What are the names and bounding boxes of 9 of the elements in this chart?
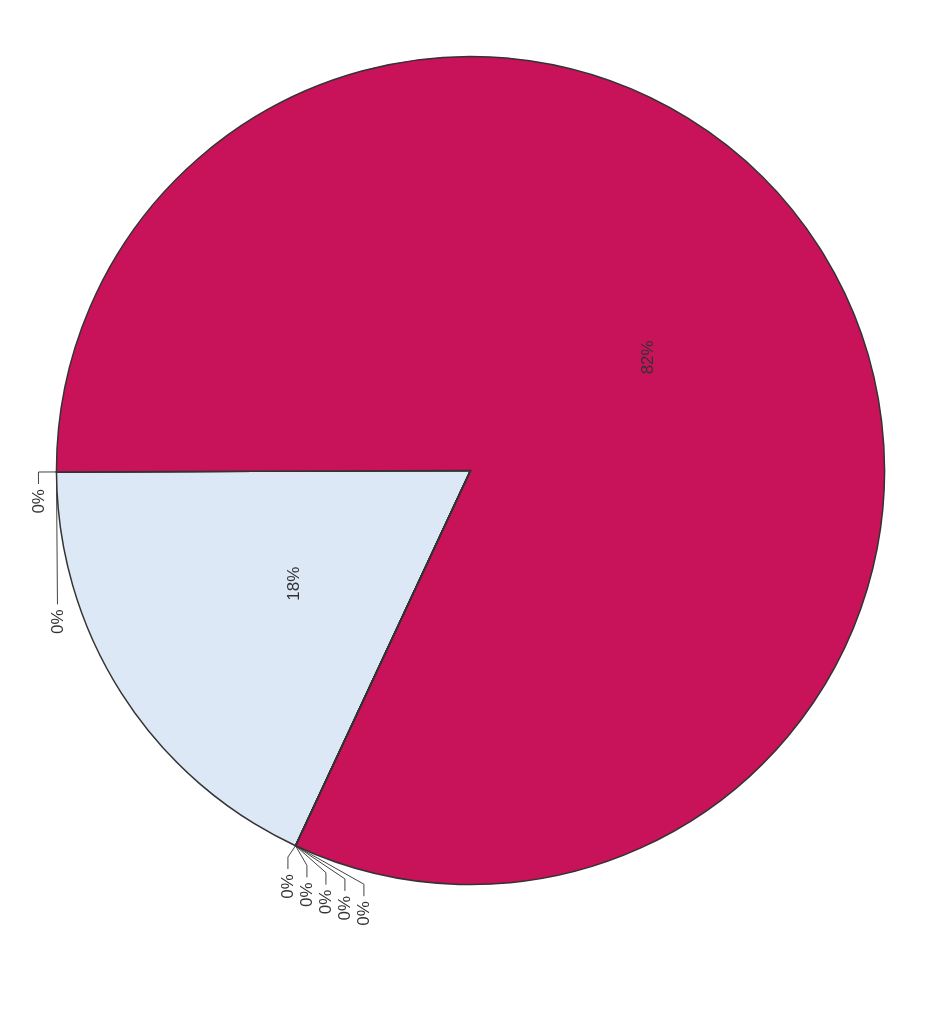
text: 0% [354, 901, 374, 926]
text: 0% [47, 609, 67, 634]
text: 0% [278, 874, 298, 899]
data-label: 18% [284, 566, 304, 601]
data-label: 82% [637, 340, 657, 375]
text: 0% [335, 895, 355, 921]
text: 0% [28, 489, 48, 514]
text: 0% [316, 889, 336, 915]
text: 0% [297, 882, 317, 907]
